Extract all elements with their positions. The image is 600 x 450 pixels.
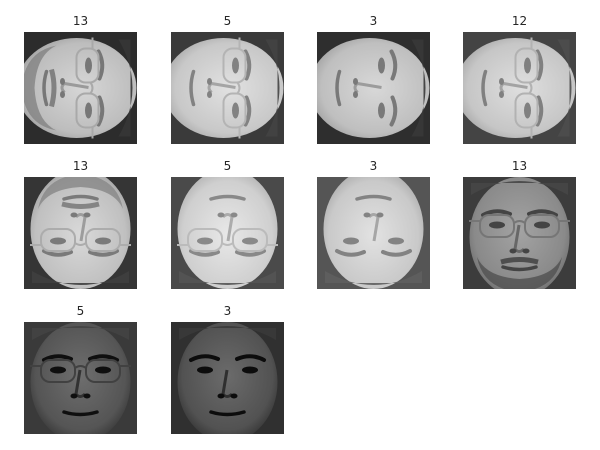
face-label: 13 xyxy=(511,159,528,173)
face-tile: 13 xyxy=(24,14,137,144)
face-label: 13 xyxy=(72,14,89,28)
face-label: 3 xyxy=(223,304,232,318)
face-image xyxy=(463,177,576,289)
face-label: 5 xyxy=(223,14,232,28)
face-tile: 3 xyxy=(317,14,430,144)
face-tile: 3 xyxy=(317,159,430,289)
face-image xyxy=(171,32,284,144)
face-label: 12 xyxy=(511,14,528,28)
face-label: 3 xyxy=(369,159,378,173)
face-label: 5 xyxy=(76,304,85,318)
face-image xyxy=(24,32,137,144)
face-image xyxy=(317,32,430,144)
face-tile: 3 xyxy=(171,304,284,434)
face-image xyxy=(24,322,137,434)
face-image xyxy=(317,177,430,289)
face-tile: 13 xyxy=(463,159,576,289)
face-label: 13 xyxy=(72,159,89,173)
face-label: 3 xyxy=(369,14,378,28)
face-image xyxy=(171,177,284,289)
face-tile: 5 xyxy=(171,14,284,144)
face-image xyxy=(24,177,137,289)
face-tile: 13 xyxy=(24,159,137,289)
face-image xyxy=(463,32,576,144)
face-tile: 5 xyxy=(24,304,137,434)
face-tile: 12 xyxy=(463,14,576,144)
face-label: 5 xyxy=(223,159,232,173)
face-tile: 5 xyxy=(171,159,284,289)
face-image xyxy=(171,322,284,434)
